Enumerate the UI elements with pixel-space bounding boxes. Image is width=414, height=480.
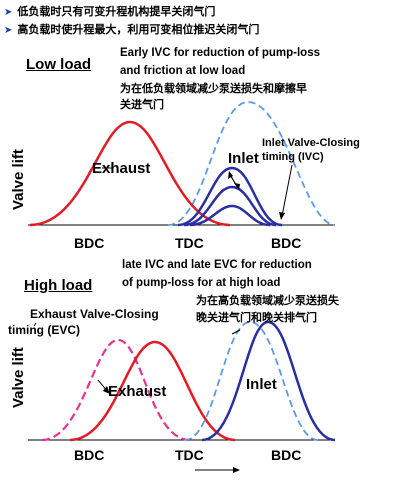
high-exhaust-shift-arrow-head: [103, 386, 110, 394]
low-lift-arrow-head-up: [228, 171, 233, 179]
bullet-arrow-icon: ➤: [4, 25, 13, 36]
high-inlet-curve: [201, 320, 336, 442]
low-annotation-zh-2: 关进气门: [120, 99, 164, 111]
low-inlet-curve-mid: [183, 185, 277, 227]
high-annotation-zh-2: 晚关进气门和晚关排气门: [196, 312, 317, 324]
high-load-title: High load: [24, 277, 93, 294]
high-exhaust-label: Exhaust: [108, 383, 167, 400]
low-y-axis-label: Valve lift: [10, 149, 27, 210]
ivc-label-2: timing (IVC): [262, 151, 324, 163]
low-inlet-label: Inlet: [228, 150, 259, 167]
low-tick-tdc: TDC: [175, 235, 204, 251]
high-annotation-en-1: late IVC and late EVC for reduction: [122, 259, 312, 271]
low-inlet-curve-low: [189, 204, 271, 227]
ivc-pointer-line: [281, 164, 293, 217]
low-inlet-curve-high: [177, 166, 283, 227]
bullet-low-load: ➤ 低负载时只有可变升程机构提早关闭气门: [4, 6, 216, 18]
low-annotation-zh-1: 为在低负载领域减少泵送损失和摩擦早: [120, 83, 307, 95]
high-inlet-shift-arrow: [231, 329, 241, 335]
high-exhaust-curve: [69, 340, 236, 442]
low-exhaust-label: Exhaust: [92, 160, 151, 177]
high-y-axis-label: Valve lift: [10, 347, 27, 408]
high-annotation-zh-1: 为在高负载领域减少泵送损失: [196, 295, 339, 307]
bullet-high-load: ➤ 高负载时使升程最大，利用可变相位推迟关闭气门: [4, 24, 260, 36]
evc-label-2: timing (EVC): [8, 323, 80, 337]
low-annotation-en-2: and friction at low load: [120, 65, 246, 77]
high-exhaust-shifted-curve: [41, 338, 191, 442]
high-annotation-en-2: of pump-loss for at high load: [122, 277, 281, 289]
low-inlet-reference-curve: [167, 101, 336, 226]
evc-label-1: Exhaust Valve-Closing: [30, 307, 159, 321]
low-load-title: Low load: [26, 56, 91, 73]
ivc-label-1: Inlet Valve-Closing: [262, 137, 360, 149]
high-inlet-label: Inlet: [246, 376, 277, 393]
low-exhaust-curve: [29, 120, 231, 227]
high-tick-tdc: TDC: [175, 447, 204, 463]
crank-angle-arrow-head: [233, 467, 240, 473]
bullet-arrow-icon: ➤: [4, 7, 13, 18]
ivc-pointer-arrow: [279, 212, 285, 220]
low-lift-arrow-head-down: [234, 183, 240, 190]
low-annotation-en-1: Early IVC for reduction of pump-loss: [120, 47, 320, 59]
low-tick-bdc-right: BDC: [271, 235, 302, 251]
high-tick-bdc-right: BDC: [271, 447, 302, 463]
high-tick-bdc-left: BDC: [74, 447, 105, 463]
low-tick-bdc-left: BDC: [74, 235, 105, 251]
evc-pointer: [33, 322, 37, 327]
high-inlet-reference-curve: [184, 321, 319, 441]
